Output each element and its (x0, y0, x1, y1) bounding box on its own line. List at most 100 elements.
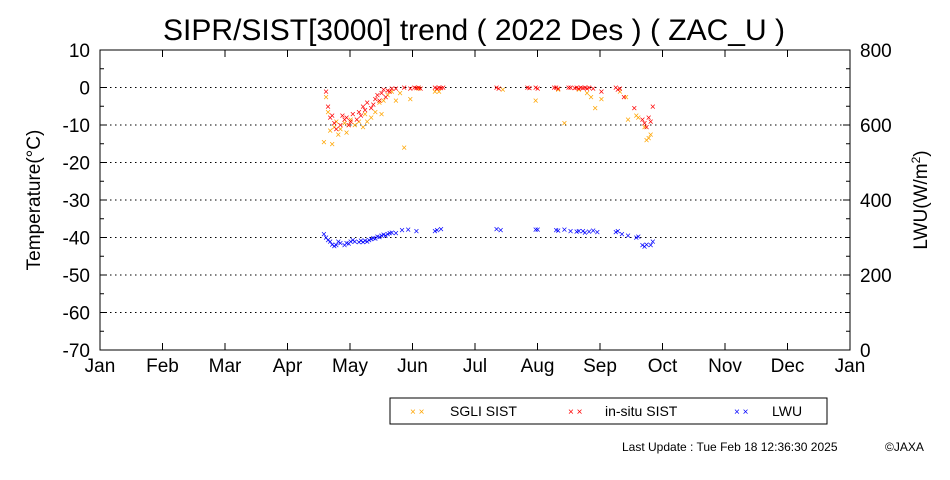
point-sgli-sist: × (329, 139, 335, 150)
point-in-situ-sist: × (574, 83, 580, 94)
point-in-situ-sist: × (370, 100, 376, 111)
legend-label-insitu: in-situ SIST (605, 403, 678, 419)
month-tick-label: Sep (583, 356, 617, 377)
point-in-situ-sist: × (416, 83, 422, 94)
point-in-situ-sist: × (344, 113, 350, 124)
left-tick-labels: 10 0 -10 -20 -30 -40 -50 -60 -70 (63, 41, 90, 362)
point-lwu: × (327, 237, 333, 248)
point-in-situ-sist: × (553, 83, 559, 94)
point-lwu: × (352, 237, 358, 248)
data-marks: ×××××××××××××××××××××××××××××× ×× ××××× ×××… (321, 83, 656, 253)
y-tick-label: -70 (63, 341, 90, 362)
point-in-situ-sist: × (340, 111, 346, 122)
point-sgli-sist: × (352, 121, 358, 132)
legend-label-sgli: SGLI SIST (450, 403, 517, 419)
point-sgli-sist: × (584, 89, 590, 100)
point-in-situ-sist: × (584, 84, 590, 95)
y-tick-label: -40 (63, 229, 90, 250)
point-in-situ-sist: × (372, 94, 378, 105)
point-in-situ-sist: × (631, 104, 637, 115)
legend: × × SGLI SIST × × in-situ SIST × × LWU (389, 397, 828, 425)
point-in-situ-sist: × (358, 111, 364, 122)
point-in-situ-sist: × (401, 83, 407, 94)
month-tick-label: Jul (463, 356, 487, 377)
point-in-situ-sist: × (418, 84, 424, 95)
legend-marker-sgli: × × (410, 407, 425, 418)
point-in-situ-sist: × (572, 83, 578, 94)
point-lwu: × (533, 225, 539, 236)
point-sgli-sist: × (372, 107, 378, 118)
chart-title: SIPR/SIST[3000] trend ( 2022 Des ) ( ZAC… (163, 14, 785, 47)
point-sgli-sist: × (333, 117, 339, 128)
y2-tick-label: 600 (860, 116, 892, 137)
point-in-situ-sist: × (346, 121, 352, 132)
point-sgli-sist: × (407, 94, 413, 105)
point-in-situ-sist: × (381, 85, 387, 96)
point-sgli-sist: × (397, 89, 403, 100)
point-sgli-sist: × (323, 92, 329, 103)
copyright-text: ©JAXA (885, 440, 924, 454)
point-lwu: × (590, 226, 596, 237)
grid-lines (100, 87, 850, 313)
point-in-situ-sist: × (524, 83, 530, 94)
point-in-situ-sist: × (494, 83, 500, 94)
point-lwu: × (331, 242, 337, 253)
point-in-situ-sist: × (331, 119, 337, 130)
point-lwu: × (561, 225, 567, 236)
point-sgli-sist: × (432, 87, 438, 98)
point-sgli-sist: × (393, 96, 399, 107)
point-in-situ-sist: × (354, 115, 360, 126)
point-lwu: × (625, 231, 631, 242)
y2-tick-label: 0 (860, 341, 871, 362)
point-lwu: × (372, 234, 378, 245)
point-lwu: × (377, 233, 383, 244)
point-in-situ-sist: × (576, 84, 582, 95)
point-in-situ-sist: × (640, 115, 646, 126)
point-in-situ-sist: × (342, 115, 348, 126)
point-lwu: × (325, 235, 331, 246)
point-in-situ-sist: × (568, 83, 574, 94)
point-lwu: × (580, 227, 586, 238)
point-in-situ-sist: × (533, 83, 539, 94)
point-in-situ-sist: × (362, 106, 368, 117)
point-sgli-sist: × (633, 111, 639, 122)
point-in-situ-sist: × (566, 83, 572, 94)
point-lwu: × (374, 232, 380, 243)
month-tick-label: Nov (708, 356, 742, 377)
point-in-situ-sist: × (374, 91, 380, 102)
month-tick-label: Aug (521, 356, 555, 377)
point-sgli-sist: × (588, 92, 594, 103)
y2-axis-label-end: ) (911, 150, 932, 156)
point-in-situ-sist: × (586, 83, 592, 94)
point-sgli-sist: × (436, 87, 442, 98)
point-in-situ-sist: × (325, 102, 331, 113)
point-in-situ-sist: × (598, 87, 604, 98)
point-in-situ-sist: × (590, 84, 596, 95)
point-lwu: × (568, 227, 574, 238)
point-lwu: × (594, 227, 600, 238)
month-tick-label: Mar (209, 356, 242, 377)
point-sgli-sist: × (389, 87, 395, 98)
point-lwu: × (387, 229, 393, 240)
point-in-situ-sist: × (337, 121, 343, 132)
point-sgli-sist: × (592, 104, 598, 115)
point-lwu: × (364, 237, 370, 248)
point-sgli-sist: × (348, 115, 354, 126)
point-lwu: × (342, 241, 348, 252)
y-tick-label: -50 (63, 266, 90, 287)
point-sgli-sist: × (346, 121, 352, 132)
point-in-situ-sist: × (646, 113, 652, 124)
point-lwu: × (385, 229, 391, 240)
point-in-situ-sist: × (496, 84, 502, 95)
point-in-situ-sist: × (440, 83, 446, 94)
month-tick-label: Jan (835, 356, 866, 377)
point-lwu: × (333, 241, 339, 252)
point-in-situ-sist: × (648, 117, 654, 128)
point-in-situ-sist: × (387, 87, 393, 98)
point-lwu: × (650, 237, 656, 248)
point-sgli-sist: × (617, 87, 623, 98)
point-in-situ-sist: × (580, 83, 586, 94)
point-sgli-sist: × (331, 122, 337, 133)
point-lwu: × (360, 238, 366, 249)
